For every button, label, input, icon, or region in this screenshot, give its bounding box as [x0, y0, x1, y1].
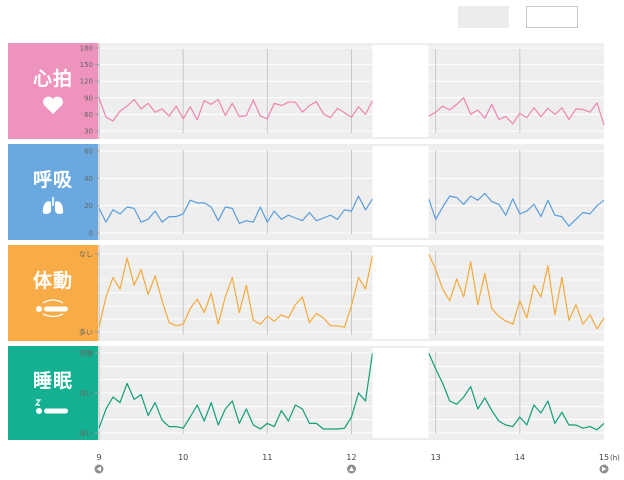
y-tick-label-breath: 0 — [89, 230, 93, 238]
no-data-gap — [372, 45, 429, 137]
breathing-label: 呼吸 — [8, 144, 98, 240]
y-tick-label-motion: なし — [79, 251, 93, 259]
view-toggle-button-1[interactable] — [458, 6, 509, 28]
x-tick-label: 13 — [431, 453, 441, 462]
y-tick-label-heart: 90 — [84, 94, 93, 102]
y-tick-label-sleep: 浅い — [79, 389, 93, 398]
x-tick-label: 14 — [515, 453, 525, 462]
x-tick-label: 12 — [346, 453, 356, 462]
series-line-motion — [98, 255, 374, 328]
no-data-gap — [372, 247, 429, 339]
y-tick-label-sleep: 深い — [79, 429, 93, 438]
body-motion-label: 体動 — [8, 245, 98, 341]
no-data-gap — [372, 146, 429, 238]
circle-arrow-right-icon[interactable] — [599, 464, 609, 474]
y-tick-label-breath: 20 — [84, 202, 93, 210]
heart-icon — [43, 96, 63, 114]
x-tick-label: 9 — [96, 453, 101, 462]
sleep-label: 睡眠 — [8, 346, 98, 440]
view-toggle-button-2[interactable] — [526, 6, 578, 28]
y-tick-label-heart: 60 — [84, 111, 93, 119]
x-tick-label: 15 — [599, 453, 609, 462]
x-tick-label: 10 — [178, 453, 188, 462]
series-line-breath — [98, 195, 374, 224]
y-tick-label-sleep: 覚醒 — [79, 349, 93, 358]
body-motion-title: 体動 — [32, 269, 73, 292]
lungs-icon — [42, 196, 64, 214]
panel-heart: 180 150 120 90 60 30 — [80, 43, 605, 139]
y-tick-label-heart: 180 — [80, 45, 93, 53]
series-line-heart — [428, 97, 605, 126]
y-tick-label-heart: 30 — [84, 128, 93, 136]
breathing-title: 呼吸 — [32, 168, 73, 191]
sleep-title: 睡眠 — [32, 369, 73, 392]
y-tick-label-motion: 多い — [79, 328, 93, 337]
heart-rate-label: 心拍 — [8, 43, 98, 139]
heart-rate-title: 心拍 — [32, 67, 73, 90]
y-tick-label-breath: 40 — [84, 175, 93, 183]
sleeping-person-icon — [34, 398, 68, 414]
y-tick-label-heart: 150 — [80, 61, 93, 69]
series-line-sleep — [428, 352, 605, 431]
series-line-motion — [428, 253, 605, 330]
series-line-heart — [98, 97, 374, 122]
no-data-gap — [372, 348, 429, 438]
body-motion-icon — [36, 298, 68, 317]
y-tick-label-heart: 120 — [80, 78, 93, 86]
series-line-breath — [428, 192, 605, 227]
circle-arrow-left-icon[interactable] — [94, 464, 104, 474]
circle-arrow-up-icon[interactable] — [347, 464, 356, 474]
series-line-sleep — [98, 352, 374, 430]
x-axis-unit: (h) — [610, 454, 620, 462]
y-tick-label-breath: 60 — [84, 148, 93, 156]
panel-breath: 60 40 20 0 — [84, 144, 605, 240]
x-tick-label: 11 — [262, 453, 272, 462]
